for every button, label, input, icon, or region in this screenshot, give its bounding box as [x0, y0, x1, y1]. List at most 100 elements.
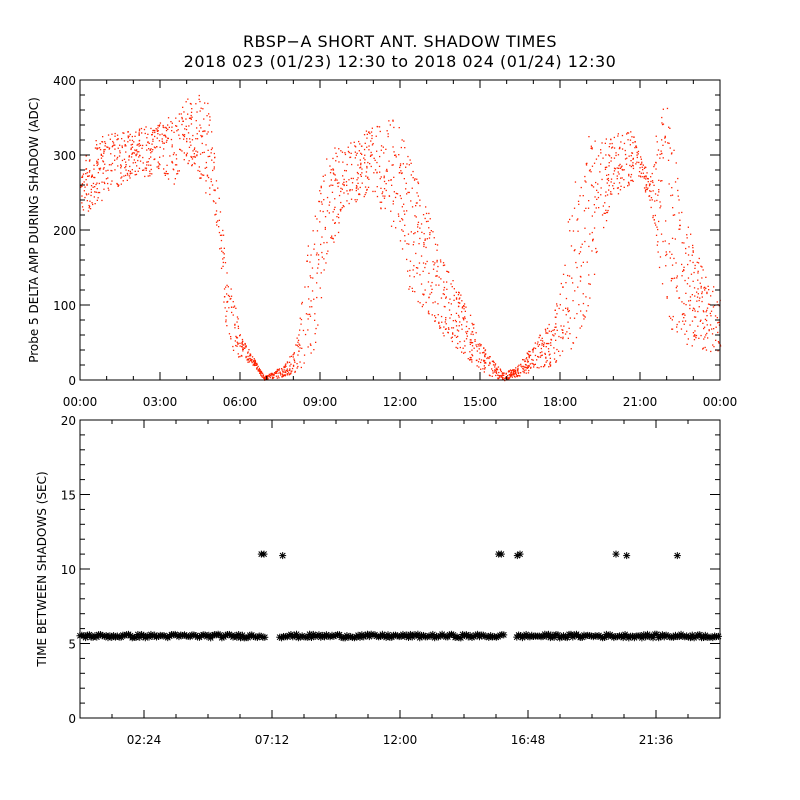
- top-data-point: [129, 177, 131, 179]
- top-data-point: [548, 342, 550, 345]
- bottom-y-tick-label: 0: [68, 712, 76, 726]
- top-data-point: [522, 368, 524, 370]
- top-data-point: [293, 358, 295, 360]
- top-data-point: [143, 169, 145, 171]
- top-data-point: [212, 169, 214, 172]
- top-data-point: [510, 372, 512, 374]
- top-data-point: [416, 272, 418, 274]
- top-data-point: [316, 296, 318, 299]
- top-data-point: [320, 272, 322, 274]
- top-data-point: [585, 296, 587, 298]
- top-data-point: [104, 141, 106, 143]
- top-data-point: [436, 259, 438, 262]
- top-data-point: [664, 240, 666, 242]
- top-data-point: [507, 371, 510, 373]
- top-data-point: [701, 291, 703, 293]
- top-data-point: [604, 168, 607, 170]
- top-data-point: [417, 230, 419, 233]
- top-data-point: [282, 371, 284, 373]
- top-data-point: [309, 313, 311, 315]
- top-data-point: [525, 358, 527, 360]
- top-data-point: [167, 173, 169, 175]
- top-data-point: [123, 158, 126, 160]
- top-data-point: [465, 306, 467, 308]
- top-data-point: [136, 144, 138, 146]
- top-data-point: [318, 200, 321, 203]
- top-data-point: [471, 322, 473, 325]
- top-data-point: [306, 260, 308, 262]
- top-data-point: [295, 344, 297, 346]
- top-data-point: [410, 162, 412, 164]
- top-data-point: [705, 319, 708, 322]
- top-data-point: [545, 330, 547, 332]
- top-data-point: [397, 213, 400, 215]
- top-data-point: [649, 190, 651, 192]
- top-x-tick-label: 15:00: [463, 395, 498, 409]
- top-data-point: [606, 166, 608, 168]
- top-data-point: [218, 219, 220, 221]
- top-data-point: [455, 297, 458, 299]
- top-data-point: [422, 293, 424, 295]
- top-data-point: [361, 168, 363, 170]
- top-data-point: [440, 261, 442, 263]
- top-data-point: [197, 169, 199, 172]
- top-data-point: [540, 339, 542, 341]
- top-data-point: [438, 284, 440, 286]
- top-data-point: [125, 174, 127, 177]
- top-data-point: [294, 370, 296, 373]
- top-data-point: [538, 367, 540, 369]
- top-data-point: [495, 371, 498, 373]
- top-data-point: [340, 187, 342, 189]
- top-data-point: [435, 284, 437, 286]
- top-data-point: [97, 163, 99, 165]
- top-data-point: [292, 365, 295, 367]
- top-data-point: [107, 134, 110, 136]
- top-data-point: [456, 329, 459, 331]
- top-data-point: [407, 191, 409, 194]
- top-data-point: [88, 175, 90, 177]
- top-data-point: [407, 233, 410, 235]
- top-data-point: [204, 167, 206, 169]
- top-data-point: [700, 265, 702, 267]
- top-data-point: [222, 265, 224, 267]
- top-data-point: [343, 184, 345, 186]
- top-data-point: [611, 147, 613, 149]
- top-data-point: [654, 222, 656, 224]
- top-data-point: [558, 307, 560, 310]
- top-data-point: [513, 375, 516, 377]
- top-data-point: [101, 199, 103, 202]
- top-data-point: [307, 346, 309, 348]
- top-data-point: [569, 317, 571, 319]
- top-data-point: [307, 245, 309, 247]
- top-data-point: [717, 350, 719, 352]
- top-data-point: [195, 120, 197, 122]
- top-data-point: [630, 179, 632, 182]
- top-data-point: [697, 325, 699, 327]
- top-data-point: [98, 168, 100, 170]
- top-data-point: [206, 133, 208, 135]
- top-data-point: [545, 346, 547, 348]
- top-data-point: [627, 132, 630, 134]
- top-data-point: [595, 181, 597, 184]
- top-data-point: [380, 187, 382, 189]
- top-data-point: [409, 159, 411, 161]
- top-data-point: [671, 152, 673, 154]
- top-data-point: [199, 153, 202, 155]
- top-data-point: [616, 167, 618, 169]
- top-data-point: [298, 343, 300, 345]
- top-data-point: [671, 328, 673, 330]
- top-data-point: [249, 355, 251, 357]
- top-data-point: [316, 230, 319, 232]
- top-data-point: [504, 379, 506, 382]
- top-data-point: [703, 287, 705, 289]
- top-data-point: [262, 374, 265, 376]
- top-data-point: [260, 375, 263, 377]
- top-data-point: [421, 231, 423, 233]
- top-data-point: [86, 200, 88, 202]
- top-data-point: [323, 269, 325, 271]
- top-data-point: [108, 164, 111, 166]
- top-data-point: [533, 347, 535, 349]
- top-data-point: [378, 165, 381, 167]
- top-data-point: [176, 164, 178, 166]
- top-data-point: [509, 376, 511, 378]
